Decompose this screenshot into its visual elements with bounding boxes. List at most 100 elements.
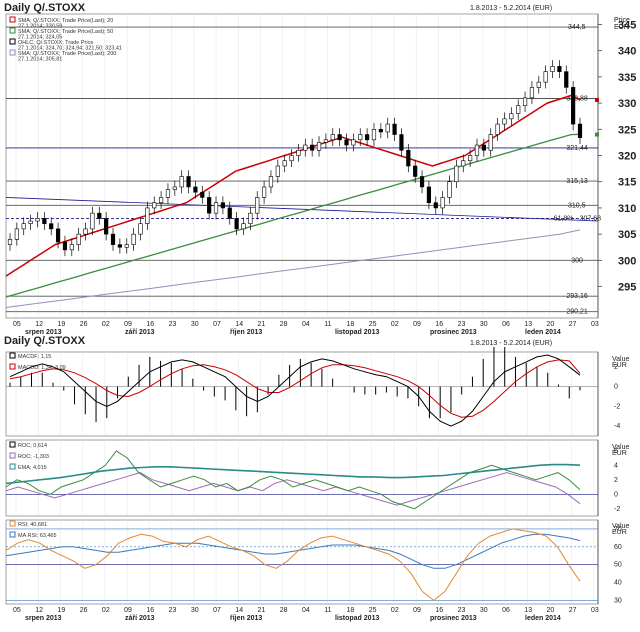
macd-tick-label: -4	[614, 423, 620, 430]
month-label: prosinec 2013	[430, 615, 477, 622]
support-resistance-label: 290,21	[566, 309, 588, 316]
value-axis-unit: EUR	[612, 362, 627, 369]
indicator-date-range: 1.8.2013 - 5.2.2014 (EUR)	[470, 340, 552, 347]
month-label: prosinec 2013	[430, 329, 477, 336]
legend-roc-label: EMA; 4,015	[18, 465, 47, 471]
legend-main-value: 27.1.2014; 305,81	[18, 57, 62, 63]
chart-title: Daily Q/.STOXX	[4, 2, 86, 14]
candle-body	[282, 160, 287, 167]
legend-macd-swatch	[9, 363, 16, 370]
month-label: srpen 2013	[25, 615, 62, 622]
roc-tick-label: 0	[614, 491, 618, 498]
month-label: říjen 2013	[230, 615, 262, 622]
legend-rsi-swatch	[9, 531, 16, 538]
candle-body	[261, 186, 267, 198]
candle-body	[76, 233, 81, 245]
date-tick-label: 28	[280, 607, 288, 614]
date-tick-label: 23	[458, 607, 466, 614]
legend-macd-label: MACDF; 1,15	[18, 354, 51, 360]
date-tick-label: 03	[591, 607, 599, 614]
price-axis-unit: EUR	[614, 24, 629, 31]
date-tick-label: 02	[391, 607, 399, 614]
candle-body	[28, 220, 33, 224]
date-tick-label: 26	[80, 607, 88, 614]
date-tick-label: 27	[569, 321, 577, 328]
sma50-line	[5, 133, 581, 298]
roc-tick-label: 6	[614, 448, 618, 455]
candle-body	[131, 233, 136, 245]
candle-body	[248, 212, 253, 224]
date-tick-label: 25	[369, 607, 377, 614]
candle-body	[14, 228, 19, 240]
candle-body	[104, 218, 109, 235]
legend-main-label: SMA; Q/.STOXX; Trade Price(Last); 20	[18, 18, 113, 24]
price-axis-label: Price	[614, 17, 630, 24]
date-tick-label: 27	[569, 607, 577, 614]
month-label: srpen 2013	[25, 329, 62, 336]
support-resistance-label: 310,5	[568, 202, 586, 209]
candle-body	[296, 149, 301, 156]
candle-body	[186, 176, 191, 188]
panel-frame-rsi	[5, 519, 599, 605]
candle-body	[550, 66, 555, 72]
date-tick-label: 18	[346, 321, 354, 328]
support-resistance-label: 293,16	[566, 293, 588, 300]
price-tick-label: 320	[618, 151, 636, 163]
macd-tick-label: -2	[614, 403, 620, 410]
candle-body	[35, 218, 40, 222]
candle-body	[69, 244, 74, 251]
candle-body	[124, 244, 129, 248]
candle-body	[7, 239, 13, 245]
candle-body	[433, 202, 438, 209]
support-resistance-label: 300	[571, 257, 583, 264]
candle-body	[474, 144, 480, 156]
candle-body	[62, 241, 68, 251]
date-tick-label: 06	[502, 607, 510, 614]
value-axis-unit: EUR	[612, 529, 627, 536]
date-tick-label: 03	[591, 321, 599, 328]
legend-main-label: SMA; Q/.STOXX; Trade Price(Last); 50	[18, 29, 113, 35]
legend-macd-swatch	[9, 352, 16, 359]
candle-body	[488, 134, 493, 151]
date-tick-label: 18	[346, 607, 354, 614]
macd-line	[9, 354, 581, 427]
date-tick-label: 14	[235, 321, 243, 328]
date-tick-label: 02	[102, 607, 110, 614]
candle-body	[145, 207, 150, 224]
support-resistance-label: 321,44	[566, 145, 588, 152]
date-tick-label: 23	[169, 321, 177, 328]
date-tick-label: 20	[547, 321, 555, 328]
date-tick-label: 19	[57, 607, 65, 614]
legend-roc-label: ROC; 0,614	[18, 443, 47, 449]
date-tick-label: 30	[191, 607, 199, 614]
candle-body	[406, 149, 411, 167]
candle-body	[371, 129, 377, 141]
candle-body	[529, 87, 535, 99]
candle-body	[516, 105, 521, 114]
month-label: září 2013	[125, 615, 155, 622]
support-resistance-label: 344,5	[568, 24, 586, 31]
candle-body	[419, 176, 425, 188]
date-tick-label: 02	[391, 321, 399, 328]
candle-body	[213, 202, 219, 214]
candle-body	[49, 223, 54, 230]
trend-line	[5, 197, 599, 222]
rsi-tick-label: 60	[614, 544, 622, 551]
candle-body	[241, 223, 246, 230]
macd-tick-label: 2	[614, 364, 618, 371]
panel-frame-macd	[5, 351, 599, 437]
rsi-tick-label: 50	[614, 562, 622, 569]
candle-body	[330, 134, 335, 141]
candle-body	[207, 197, 212, 214]
macd-signal-line	[9, 359, 581, 418]
panel-frame-main	[5, 13, 599, 319]
date-tick-label: 12	[35, 321, 43, 328]
candle-body	[399, 134, 404, 151]
roc2-line	[5, 472, 581, 506]
roc-tick-label: -2	[614, 506, 620, 513]
price-tick-label: 315	[618, 177, 636, 189]
date-tick-label: 16	[146, 321, 154, 328]
date-tick-label: 16	[146, 607, 154, 614]
